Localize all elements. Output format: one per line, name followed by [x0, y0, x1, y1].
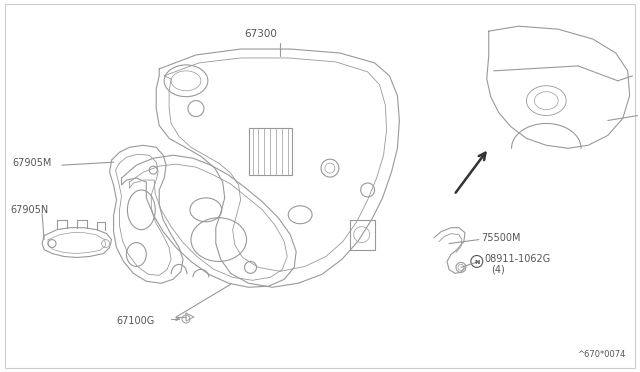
Text: 08911-1062G: 08911-1062G: [484, 254, 551, 264]
Text: N: N: [474, 260, 479, 265]
Text: 67905N: 67905N: [10, 205, 49, 215]
Text: 67905M: 67905M: [12, 158, 52, 168]
Text: (4): (4): [491, 264, 504, 275]
Text: 67100G: 67100G: [116, 316, 155, 326]
Text: ^670*0074: ^670*0074: [577, 350, 626, 359]
Text: 75500M: 75500M: [481, 232, 520, 243]
Text: 67300: 67300: [244, 29, 277, 39]
